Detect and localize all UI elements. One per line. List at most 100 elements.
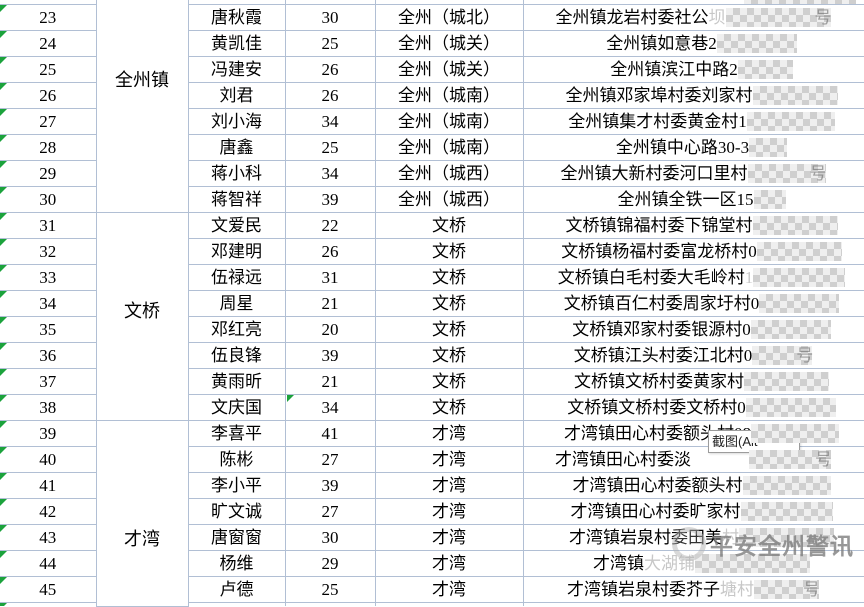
district-cell[interactable]: 才湾	[375, 498, 524, 525]
district-cell[interactable]: 全州（城关）	[375, 30, 524, 57]
age-cell[interactable]: 26	[285, 238, 376, 265]
age-cell[interactable]: 25	[285, 576, 376, 603]
district-cell[interactable]: 全州（城北）	[375, 4, 524, 31]
row-number-cell[interactable]: 36	[0, 342, 97, 369]
district-cell[interactable]: 文桥	[375, 212, 524, 239]
name-cell[interactable]: 卢德	[188, 576, 286, 603]
row-number-cell[interactable]: 43	[0, 524, 97, 551]
address-cell[interactable]: 全州镇滨江中路2	[523, 56, 864, 83]
address-cell[interactable]: 全州镇大新村委河口里村 号	[523, 160, 864, 187]
age-cell[interactable]	[285, 0, 376, 5]
name-cell[interactable]: 蒋小科	[188, 160, 286, 187]
age-cell[interactable]: 26	[285, 82, 376, 109]
name-cell[interactable]	[188, 0, 286, 5]
district-cell[interactable]: 全州（城西）	[375, 186, 524, 213]
address-cell[interactable]: 文桥镇邓家村委银源村0	[523, 316, 864, 343]
address-cell[interactable]: 文桥镇百仁村委周家圩村0	[523, 290, 864, 317]
age-cell[interactable]: 21	[285, 290, 376, 317]
district-cell[interactable]: 文桥	[375, 342, 524, 369]
district-cell[interactable]: 才湾	[375, 420, 524, 447]
address-cell[interactable]: 才湾镇田心村委旷家村	[523, 498, 864, 525]
district-cell[interactable]: 全州（城南）	[375, 82, 524, 109]
name-cell[interactable]: 周星	[188, 290, 286, 317]
name-cell[interactable]: 李喜平	[188, 420, 286, 447]
name-cell[interactable]: 黄雨昕	[188, 368, 286, 395]
row-number-cell[interactable]: 34	[0, 290, 97, 317]
name-cell[interactable]: 刘君	[188, 82, 286, 109]
name-cell[interactable]: 唐鑫	[188, 134, 286, 161]
age-cell[interactable]: 26	[285, 56, 376, 83]
row-number-cell[interactable]: 37	[0, 368, 97, 395]
name-cell[interactable]: 蒋智祥	[188, 186, 286, 213]
district-cell[interactable]: 全州（城关）	[375, 56, 524, 83]
town-merged-cell[interactable]: 才湾	[96, 420, 189, 607]
address-cell[interactable]	[523, 602, 864, 606]
row-number-cell[interactable]: 45	[0, 576, 97, 603]
address-cell[interactable]: 全州镇集才村委黄金村1	[523, 108, 864, 135]
district-cell[interactable]: 才湾	[375, 550, 524, 577]
address-cell[interactable]: 才湾镇 大湖铺	[523, 550, 864, 577]
name-cell[interactable]: 邓红亮	[188, 316, 286, 343]
age-cell[interactable]: 34	[285, 394, 376, 421]
age-cell[interactable]: 39	[285, 342, 376, 369]
district-cell[interactable]	[375, 602, 524, 606]
row-number-cell[interactable]: 35	[0, 316, 97, 343]
address-cell[interactable]: 文桥镇白毛村委大毛岭村 1	[523, 264, 864, 291]
address-cell[interactable]: 才湾镇田心村委淡 号	[523, 446, 864, 473]
address-cell[interactable]: 才湾镇岩泉村委芥子 塘村 号	[523, 576, 864, 603]
row-number-cell[interactable]: 40	[0, 446, 97, 473]
age-cell[interactable]: 21	[285, 368, 376, 395]
age-cell[interactable]: 22	[285, 212, 376, 239]
row-number-cell[interactable]: 28	[0, 134, 97, 161]
name-cell[interactable]: 唐秋霞	[188, 4, 286, 31]
address-cell[interactable]: 才湾镇田心村委额头村08	[523, 420, 864, 447]
row-number-cell[interactable]: 29	[0, 160, 97, 187]
row-number-cell[interactable]	[0, 0, 97, 5]
address-cell[interactable]: 全州镇全铁一区15	[523, 186, 864, 213]
address-cell[interactable]: 全州镇邓家埠村委刘家村	[523, 82, 864, 109]
name-cell[interactable]: 冯建安	[188, 56, 286, 83]
age-cell[interactable]: 20	[285, 316, 376, 343]
name-cell[interactable]: 黄凯佳	[188, 30, 286, 57]
row-number-cell[interactable]: 30	[0, 186, 97, 213]
row-number-cell[interactable]: 42	[0, 498, 97, 525]
address-cell[interactable]: 才湾镇田心村委额头村	[523, 472, 864, 499]
age-cell[interactable]: 25	[285, 134, 376, 161]
name-cell[interactable]: 杨维	[188, 550, 286, 577]
name-cell[interactable]: 李小平	[188, 472, 286, 499]
name-cell[interactable]: 刘小海	[188, 108, 286, 135]
district-cell[interactable]	[375, 0, 524, 5]
age-cell[interactable]: 31	[285, 264, 376, 291]
address-cell[interactable]: 文桥镇锦福村委下锦堂村	[523, 212, 864, 239]
age-cell[interactable]: 27	[285, 498, 376, 525]
row-number-cell[interactable]: 39	[0, 420, 97, 447]
town-merged-cell[interactable]: 文桥	[96, 212, 189, 421]
district-cell[interactable]: 文桥	[375, 394, 524, 421]
age-cell[interactable]: 29	[285, 550, 376, 577]
district-cell[interactable]: 全州（城西）	[375, 160, 524, 187]
name-cell[interactable]: 伍良锋	[188, 342, 286, 369]
row-number-cell[interactable]: 32	[0, 238, 97, 265]
address-cell[interactable]: 全州镇龙岩村委社公坝 号	[523, 4, 864, 31]
address-cell[interactable]: 全州镇如意巷2	[523, 30, 864, 57]
name-cell[interactable]: 陈彬	[188, 446, 286, 473]
district-cell[interactable]: 才湾	[375, 524, 524, 551]
district-cell[interactable]: 才湾	[375, 576, 524, 603]
district-cell[interactable]: 全州（城南）	[375, 108, 524, 135]
row-number-cell[interactable]: 38	[0, 394, 97, 421]
row-number-cell[interactable]: 26	[0, 82, 97, 109]
district-cell[interactable]: 文桥	[375, 238, 524, 265]
district-cell[interactable]: 才湾	[375, 446, 524, 473]
row-number-cell[interactable]: 23	[0, 4, 97, 31]
age-cell[interactable]: 34	[285, 108, 376, 135]
address-cell[interactable]: 文桥镇江头村委江北村0 号	[523, 342, 864, 369]
name-cell[interactable]: 文爱民	[188, 212, 286, 239]
age-cell[interactable]: 39	[285, 472, 376, 499]
row-number-cell[interactable]: 24	[0, 30, 97, 57]
age-cell[interactable]: 39	[285, 186, 376, 213]
row-number-cell[interactable]: 41	[0, 472, 97, 499]
name-cell[interactable]	[188, 602, 286, 606]
town-merged-cell[interactable]: 全州镇	[96, 0, 189, 213]
district-cell[interactable]: 文桥	[375, 290, 524, 317]
age-cell[interactable]: 25	[285, 30, 376, 57]
